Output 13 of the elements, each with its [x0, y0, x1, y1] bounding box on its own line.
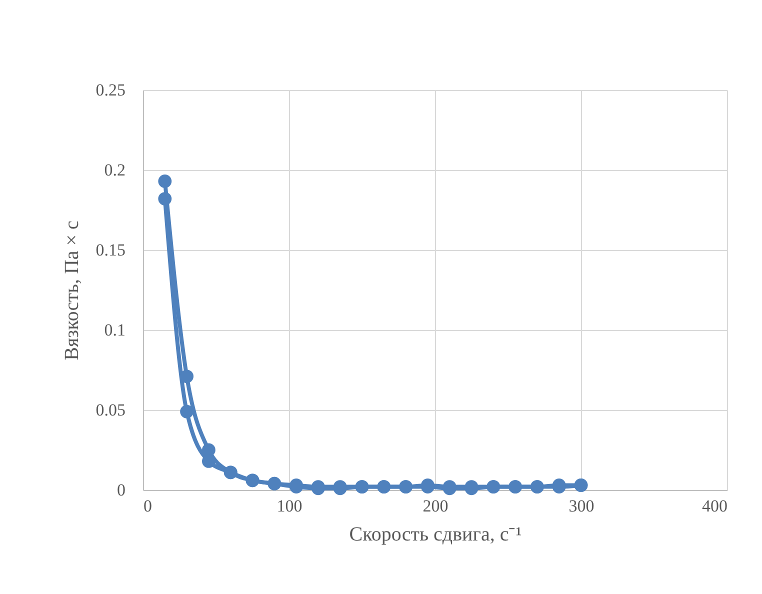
x-tick-label: 400 — [702, 496, 728, 516]
y-tick-label: 0.1 — [104, 320, 126, 340]
y-tick-label: 0.15 — [96, 240, 126, 260]
y-axis-title: Вязкость, Па × с — [60, 220, 83, 360]
y-tick-label: 0 — [117, 480, 126, 500]
y-tick-label: 0.05 — [96, 400, 126, 420]
x-tick-label: 200 — [422, 496, 448, 516]
x-tick-label: 100 — [276, 496, 302, 516]
y-tick-label: 0.2 — [104, 160, 126, 180]
x-tick-label: 300 — [568, 496, 594, 516]
x-axis-title: Скорость сдвига, с⁻¹ — [349, 524, 522, 546]
y-tick-label: 0.25 — [96, 80, 126, 100]
x-tick-label: 0 — [144, 496, 152, 516]
